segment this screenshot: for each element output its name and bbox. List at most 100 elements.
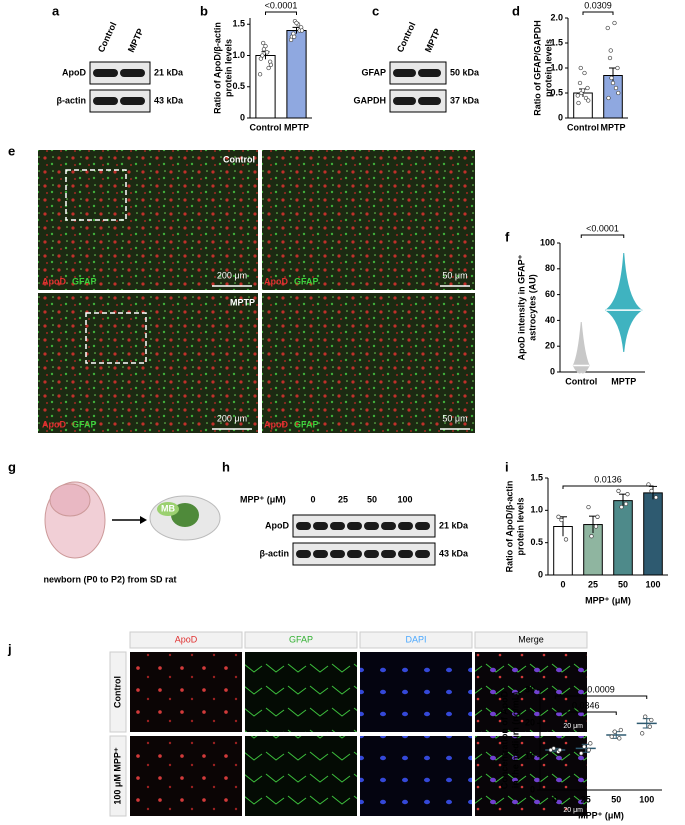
data-point xyxy=(653,495,659,500)
band xyxy=(415,522,430,530)
data-point xyxy=(612,20,617,26)
y-tick-label: 80 xyxy=(545,263,555,273)
condition-label: Control xyxy=(223,154,255,164)
data-point xyxy=(589,534,594,539)
band xyxy=(347,522,362,530)
data-point xyxy=(260,53,265,58)
y-tick-label: 20 xyxy=(525,718,535,728)
stain-label: ApoD xyxy=(264,276,288,286)
data-point xyxy=(579,751,584,756)
data-point xyxy=(577,80,583,86)
scale-label: 20 μm xyxy=(563,723,583,730)
micrograph xyxy=(245,652,357,732)
region-label: MB xyxy=(161,503,175,513)
channel-header xyxy=(244,631,358,649)
pup-head xyxy=(49,483,91,517)
scale-label: 200 μm xyxy=(217,270,247,280)
data-point xyxy=(582,744,587,749)
data-point xyxy=(605,25,610,31)
data-point xyxy=(263,43,268,49)
stain-label: ApoD xyxy=(42,276,66,286)
y-tick-label: 0 xyxy=(240,112,245,122)
y-axis-label: Ratio of ApoD/β-actin xyxy=(504,481,514,573)
micrograph-zoom xyxy=(262,150,475,290)
band xyxy=(296,522,311,530)
channel-label: DAPI xyxy=(405,634,426,644)
panel-letter: a xyxy=(52,3,60,18)
data-point xyxy=(585,85,590,91)
y-axis-label: ApoD intensity in GFAP⁺ xyxy=(516,254,526,360)
violin xyxy=(604,252,643,353)
y-tick-label: 1.0 xyxy=(550,62,563,72)
y-tick-label: 0.5 xyxy=(530,537,543,547)
x-tick-label: 50 xyxy=(611,794,621,804)
x-tick-label: 50 xyxy=(618,579,628,589)
x-tick-label: MPTP xyxy=(600,122,625,132)
band xyxy=(364,522,379,530)
y-tick-label: 20 xyxy=(545,341,555,351)
sig-bracket xyxy=(580,234,625,238)
caption: newborn (P0 to P2) from SD rat xyxy=(43,574,176,584)
data-point xyxy=(609,734,614,739)
dose-label: MPP⁺ (μM) xyxy=(240,494,286,504)
y-tick-label: 30 xyxy=(525,684,535,694)
x-tick-label: Control xyxy=(250,122,282,132)
band xyxy=(93,69,118,77)
y-tick-label: 2.0 xyxy=(550,12,563,22)
micrograph xyxy=(475,736,587,816)
y-axis-label: Concentration of ApoD xyxy=(499,690,509,789)
data-point xyxy=(609,75,614,81)
panel-letter: b xyxy=(200,3,208,18)
x-tick-label: MPTP xyxy=(284,122,309,132)
y-tick-label: 100 xyxy=(540,237,555,247)
data-point xyxy=(264,50,270,55)
size-label: 43 kDa xyxy=(154,95,184,105)
micrograph-zoom xyxy=(262,293,475,433)
p-value: <0.0001 xyxy=(586,223,619,233)
y-tick-label: 1.5 xyxy=(232,19,245,29)
row-header xyxy=(109,651,127,733)
panel-letter: e xyxy=(8,143,15,158)
sig-bracket xyxy=(554,695,648,699)
data-point xyxy=(595,514,600,519)
x-tick-label: 25 xyxy=(588,579,598,589)
panel-letter: g xyxy=(8,459,16,474)
x-tick-label: Control xyxy=(567,122,599,132)
y-tick-label: 0 xyxy=(558,112,563,122)
band xyxy=(393,69,416,77)
y-tick-label: 1.0 xyxy=(530,505,543,515)
bar xyxy=(643,492,663,576)
channel-label: Merge xyxy=(518,634,544,644)
data-point xyxy=(617,736,622,741)
size-label: 43 kDa xyxy=(439,548,469,558)
sig-bracket xyxy=(554,711,617,715)
micrograph xyxy=(130,652,242,732)
p-value: 0.0009 xyxy=(587,684,615,694)
bar xyxy=(286,30,307,119)
protein-label: ApoD xyxy=(265,520,289,530)
scale-label: 20 μm xyxy=(563,807,583,814)
channel-header xyxy=(474,631,588,649)
stain-label: GFAP xyxy=(294,276,319,286)
micrograph xyxy=(360,736,472,816)
data-point xyxy=(563,537,569,542)
data-point xyxy=(623,501,629,507)
y-tick-label: 40 xyxy=(545,315,555,325)
size-label: 21 kDa xyxy=(154,67,184,77)
stain-label: ApoD xyxy=(264,419,288,429)
roi-box xyxy=(65,169,127,221)
x-tick-label: 0 xyxy=(553,794,558,804)
p-value: 0.0136 xyxy=(594,474,622,484)
panel-letter: f xyxy=(505,229,510,244)
data-point xyxy=(576,100,581,106)
channel-header xyxy=(129,631,243,649)
y-axis-label: protein levels xyxy=(515,497,525,555)
data-point xyxy=(299,28,305,33)
data-point xyxy=(619,504,624,510)
roi-box xyxy=(85,312,147,364)
y-axis-label: in the medium (ng/mL) xyxy=(510,692,520,789)
data-point xyxy=(261,40,266,46)
band xyxy=(381,550,396,558)
micrograph xyxy=(360,652,472,732)
lane-label: MPTP xyxy=(126,27,146,54)
